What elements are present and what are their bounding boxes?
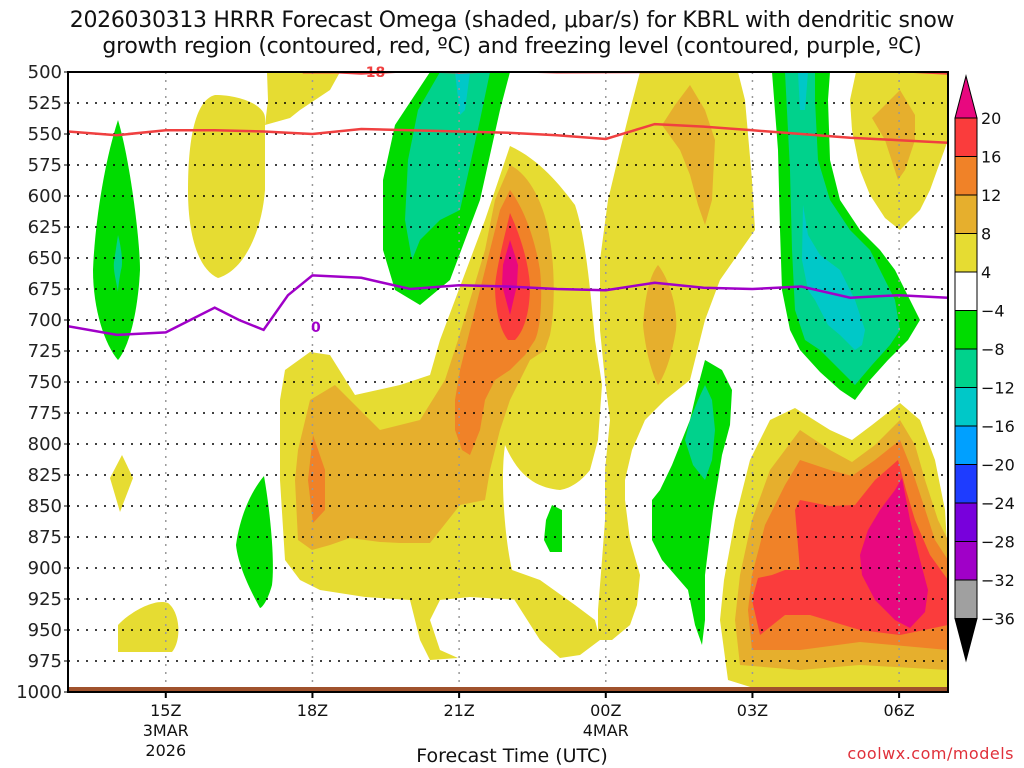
- y-tick-label: 575: [28, 155, 62, 176]
- y-tick-label: 825: [28, 465, 62, 486]
- x-tick-label: 2026: [145, 741, 186, 760]
- colorbar-swatch: [954, 117, 978, 157]
- colorbar-swatch: [954, 194, 978, 234]
- x-tick-label: 21Z: [443, 701, 474, 720]
- colorbar-label: −8: [981, 340, 1005, 359]
- y-tick-label: 850: [28, 496, 62, 517]
- colorbar-swatch: [954, 464, 978, 504]
- colorbar-swatch: [954, 233, 978, 273]
- omega-shade-neg4: [93, 120, 140, 360]
- chart-title: 2026030313 HRRR Forecast Omega (shaded, …: [0, 8, 1024, 60]
- x-tick-label: 00Z: [590, 701, 621, 720]
- omega-shade-neg12: [798, 72, 808, 110]
- omega-shading: [93, 72, 948, 690]
- y-tick-label: 650: [28, 248, 62, 269]
- y-tick-label: 950: [28, 620, 62, 641]
- colorbar-arrow-bottom: [954, 618, 978, 663]
- source-credit: coolwx.com/models: [847, 744, 1014, 763]
- y-tick-label: 875: [28, 527, 62, 548]
- colorbar-label: −20: [981, 456, 1015, 475]
- ground-bar: [68, 687, 948, 693]
- colorbar-swatch: [954, 310, 978, 350]
- omega-shade-pos4: [265, 72, 340, 125]
- y-tick-label: 1000: [16, 682, 62, 703]
- colorbar-arrow-top: [954, 74, 978, 119]
- colorbar-swatch: [954, 502, 978, 542]
- x-axis-label: Forecast Time (UTC): [416, 745, 608, 767]
- x-tick-label: 06Z: [883, 701, 914, 720]
- colorbar-label: 20: [981, 109, 1001, 128]
- colorbar-label: 12: [981, 186, 1001, 205]
- omega-shade-neg8: [405, 72, 490, 260]
- y-tick-label: 600: [28, 186, 62, 207]
- colorbar-swatch: [954, 387, 978, 427]
- chart-title-line-1: 2026030313 HRRR Forecast Omega (shaded, …: [69, 8, 955, 33]
- colorbar-label: −32: [981, 571, 1015, 590]
- y-tick-label: 525: [28, 93, 62, 114]
- colorbar-label: −28: [981, 533, 1015, 552]
- freezing-contour-label: 0: [311, 320, 321, 336]
- omega-shade-neg8: [685, 385, 715, 480]
- x-tick-label: 3MAR: [143, 721, 189, 740]
- y-tick-label: 750: [28, 372, 62, 393]
- colorbar-label: 16: [981, 148, 1001, 167]
- omega-shade-pos20: [502, 240, 518, 315]
- omega-shade-pos8: [872, 90, 915, 180]
- omega-shade-pos8: [662, 85, 715, 225]
- x-tick-label: 15Z: [150, 701, 181, 720]
- colorbar-swatch: [954, 541, 978, 581]
- y-tick-label: 725: [28, 341, 62, 362]
- colorbar-swatch: [954, 425, 978, 465]
- y-tick-label: 975: [28, 651, 62, 672]
- colorbar-label: 8: [981, 225, 991, 244]
- colorbar-swatch: [954, 579, 978, 619]
- omega-shade-neg4: [236, 476, 273, 608]
- y-tick-label: 775: [28, 403, 62, 424]
- y-tick-label: 625: [28, 217, 62, 238]
- y-tick-label: 900: [28, 558, 62, 579]
- y-axis: 500 525 550 575 600 625 650 675 700 725 750 775 800 8…: [16, 62, 68, 703]
- colorbar-swatch: [954, 156, 978, 196]
- omega-shade-neg4: [544, 505, 562, 552]
- x-tick-label: 03Z: [737, 701, 768, 720]
- x-tick-label: 4MAR: [583, 721, 629, 740]
- colorbar-swatch: [954, 348, 978, 388]
- dgz-minus18-contour: [68, 122, 948, 144]
- x-tick-label: 18Z: [297, 701, 328, 720]
- omega-shade-pos4: [118, 601, 179, 652]
- y-tick-label: 675: [28, 279, 62, 300]
- y-tick-label: 500: [28, 62, 62, 83]
- y-tick-label: 550: [28, 124, 62, 145]
- omega-shade-pos4: [110, 455, 133, 512]
- omega-shade-pos8: [643, 265, 677, 385]
- omega-shade-neg8: [785, 72, 900, 385]
- y-tick-label: 700: [28, 310, 62, 331]
- colorbar-swatch: [954, 271, 978, 311]
- freezing-level-contour: [68, 274, 948, 337]
- omega-shade-neg8: [113, 235, 122, 292]
- colorbar-label: 4: [981, 263, 991, 282]
- colorbar-label: −12: [981, 379, 1015, 398]
- omega-shade-neg12: [802, 205, 865, 350]
- y-tick-label: 800: [28, 434, 62, 455]
- omega-shade-pos20: [860, 478, 928, 628]
- colorbar: 20 16 12 8 4 −4 −8 −12 −16 −20 −24 −28 −32 −36: [954, 74, 1015, 663]
- omega-shade-pos4: [188, 95, 265, 278]
- colorbar-label: −16: [981, 417, 1015, 436]
- colorbar-label: −24: [981, 494, 1015, 513]
- chart-title-line-2: growth region (contoured, red, ºC) and f…: [102, 34, 922, 59]
- colorbar-label: −4: [981, 302, 1005, 321]
- colorbar-label: −36: [981, 610, 1015, 629]
- y-tick-label: 925: [28, 589, 62, 610]
- omega-shade-pos4: [598, 72, 755, 640]
